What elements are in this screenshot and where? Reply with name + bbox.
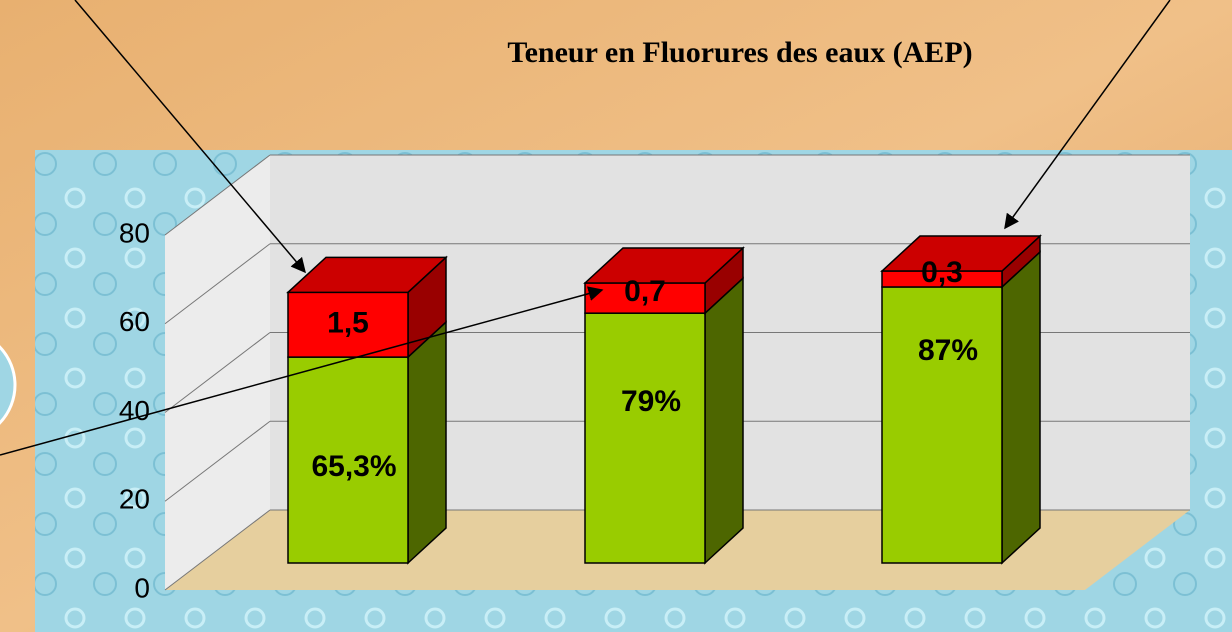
y-tick-label: 0 [134,572,150,603]
y-tick-label: 80 [119,217,150,248]
bar [584,312,706,564]
arrow [0,286,604,456]
bar [287,356,409,564]
grid-line [164,509,271,591]
grid-line [164,243,271,325]
bar-side [1001,250,1041,565]
data-label: 87% [918,334,978,367]
bar [881,286,1003,564]
data-label: 79% [621,385,681,418]
decoration [0,345,17,425]
data-label: 65,3% [311,450,396,483]
arrow [1004,0,1171,230]
chart-title: Teneur en Fluorures des eaux (AEP) [507,36,972,69]
arrow [74,0,306,274]
bar [287,291,409,358]
bar-side [407,320,447,565]
grid-line [164,420,271,502]
grid-line [164,332,271,413]
bar-top [286,256,448,294]
y-tick-label: 20 [119,484,150,515]
y-tick-label: 60 [119,306,150,337]
data-label: 1,5 [327,307,369,340]
bar-side [704,276,744,565]
data-label: 0,7 [624,275,666,308]
data-label: 0,3 [921,256,963,289]
grid-line [164,154,271,236]
bar-top [583,247,745,284]
bar-top [880,235,1042,272]
